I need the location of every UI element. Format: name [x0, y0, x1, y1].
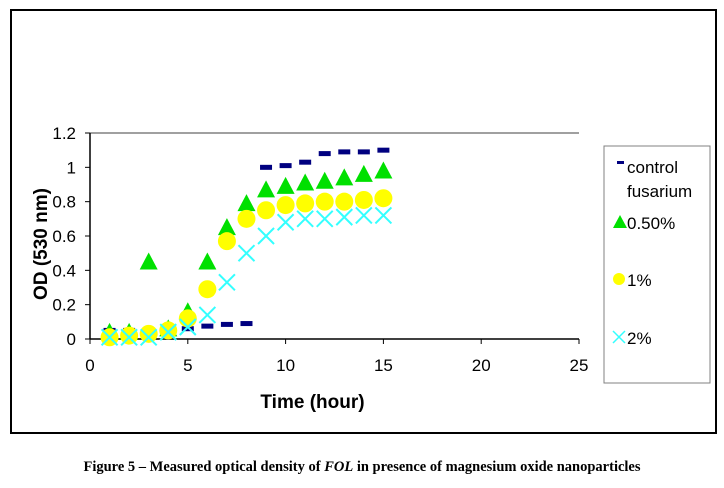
y-tick-label: 0.6: [52, 227, 76, 246]
data-point-x: [276, 213, 295, 231]
data-point-triangle: [198, 252, 217, 270]
legend-marker-dash: [617, 161, 624, 164]
data-point-x: [374, 206, 393, 225]
data-point-circle: [159, 321, 178, 340]
y-axis-title: OD (530 nm): [31, 188, 52, 300]
data-point-circle: [374, 189, 393, 208]
legend-label: fusarium: [627, 182, 692, 201]
data-point-triangle: [296, 173, 315, 191]
data-point-circle: [120, 326, 139, 345]
data-point-triangle: [276, 176, 295, 194]
data-point-triangle: [335, 168, 354, 186]
caption-suffix: in presence of magnesium oxide nanoparti…: [353, 459, 641, 475]
legend-label: 1%: [627, 271, 652, 290]
data-point-dash: [299, 159, 312, 165]
data-point-dash: [318, 151, 331, 157]
data-point-circle: [139, 324, 158, 343]
data-point-x: [139, 328, 158, 346]
data-point-triangle: [354, 164, 373, 182]
data-point-circle: [296, 194, 315, 213]
data-point-dash: [260, 164, 273, 170]
x-tick-label: 5: [183, 356, 192, 375]
figure-caption: Figure 5 – Measured optical density of F…: [0, 459, 724, 476]
data-point-x: [335, 208, 353, 226]
legend-marker-triangle: [613, 215, 627, 228]
data-point-circle: [276, 196, 295, 215]
data-point-circle: [354, 190, 373, 209]
caption-prefix: Figure 5 – Measured optical density of: [83, 459, 325, 475]
od-chart: 0 0.2 0.4 0.6 0.8 1 1.2 0 5 10 15 20 25 Time (hour) OD…: [31, 124, 711, 413]
y-tick-label: 1.2: [52, 124, 76, 143]
data-point-triangle: [315, 171, 334, 189]
data-point-dash: [240, 321, 253, 327]
data-point-dash: [220, 321, 233, 327]
data-point-dash: [279, 163, 292, 169]
x-tick-label: 10: [276, 356, 295, 375]
data-point-triangle: [237, 194, 256, 212]
legend-marker-circle: [613, 273, 625, 285]
data-point-x: [120, 328, 138, 346]
data-point-x: [316, 210, 334, 228]
data-point-circle: [198, 280, 217, 299]
data-point-x: [179, 318, 197, 336]
y-tick-label: 0.4: [52, 261, 76, 280]
data-point-x: [100, 328, 119, 346]
data-point-x: [159, 323, 177, 341]
y-tick-label: 1: [67, 158, 76, 177]
x-tick-label: 20: [472, 356, 491, 375]
x-tick-label: 15: [374, 356, 393, 375]
data-point-triangle: [257, 180, 276, 198]
legend-marker-x: [612, 330, 626, 344]
data-point-circle: [315, 192, 334, 211]
y-tick-label: 0.8: [52, 193, 76, 212]
legend-label: 2%: [627, 329, 652, 348]
data-point-dash: [201, 323, 214, 329]
data-point-triangle: [139, 252, 158, 270]
data-point-dash: [338, 149, 351, 155]
data-point-circle: [178, 309, 197, 328]
data-point-circle: [257, 201, 276, 220]
data-point-dash: [181, 326, 194, 332]
data-point-dash: [357, 149, 370, 155]
legend-label: control: [627, 158, 678, 177]
data-point-x: [257, 227, 275, 245]
legend-label: 0.50%: [627, 214, 675, 233]
caption-italic: FOL: [324, 459, 354, 475]
data-point-x: [237, 244, 256, 262]
data-point-triangle: [374, 161, 393, 179]
data-point-circle: [217, 232, 236, 251]
data-point-circle: [237, 209, 256, 228]
x-tick-label: 25: [570, 356, 589, 375]
data-point-x: [355, 206, 373, 225]
data-point-triangle: [217, 218, 236, 236]
x-axis-title: Time (hour): [260, 392, 364, 413]
data-point-x: [218, 273, 236, 292]
legend-box: [603, 145, 711, 384]
data-point-x: [198, 306, 217, 324]
y-tick-label: 0.2: [52, 296, 76, 315]
data-point-circle: [335, 192, 354, 211]
chart-frame: [10, 9, 717, 434]
x-tick-label: 0: [85, 356, 94, 375]
data-point-x: [296, 210, 314, 228]
data-point-dash: [377, 147, 390, 153]
y-tick-label: 0: [67, 330, 76, 349]
